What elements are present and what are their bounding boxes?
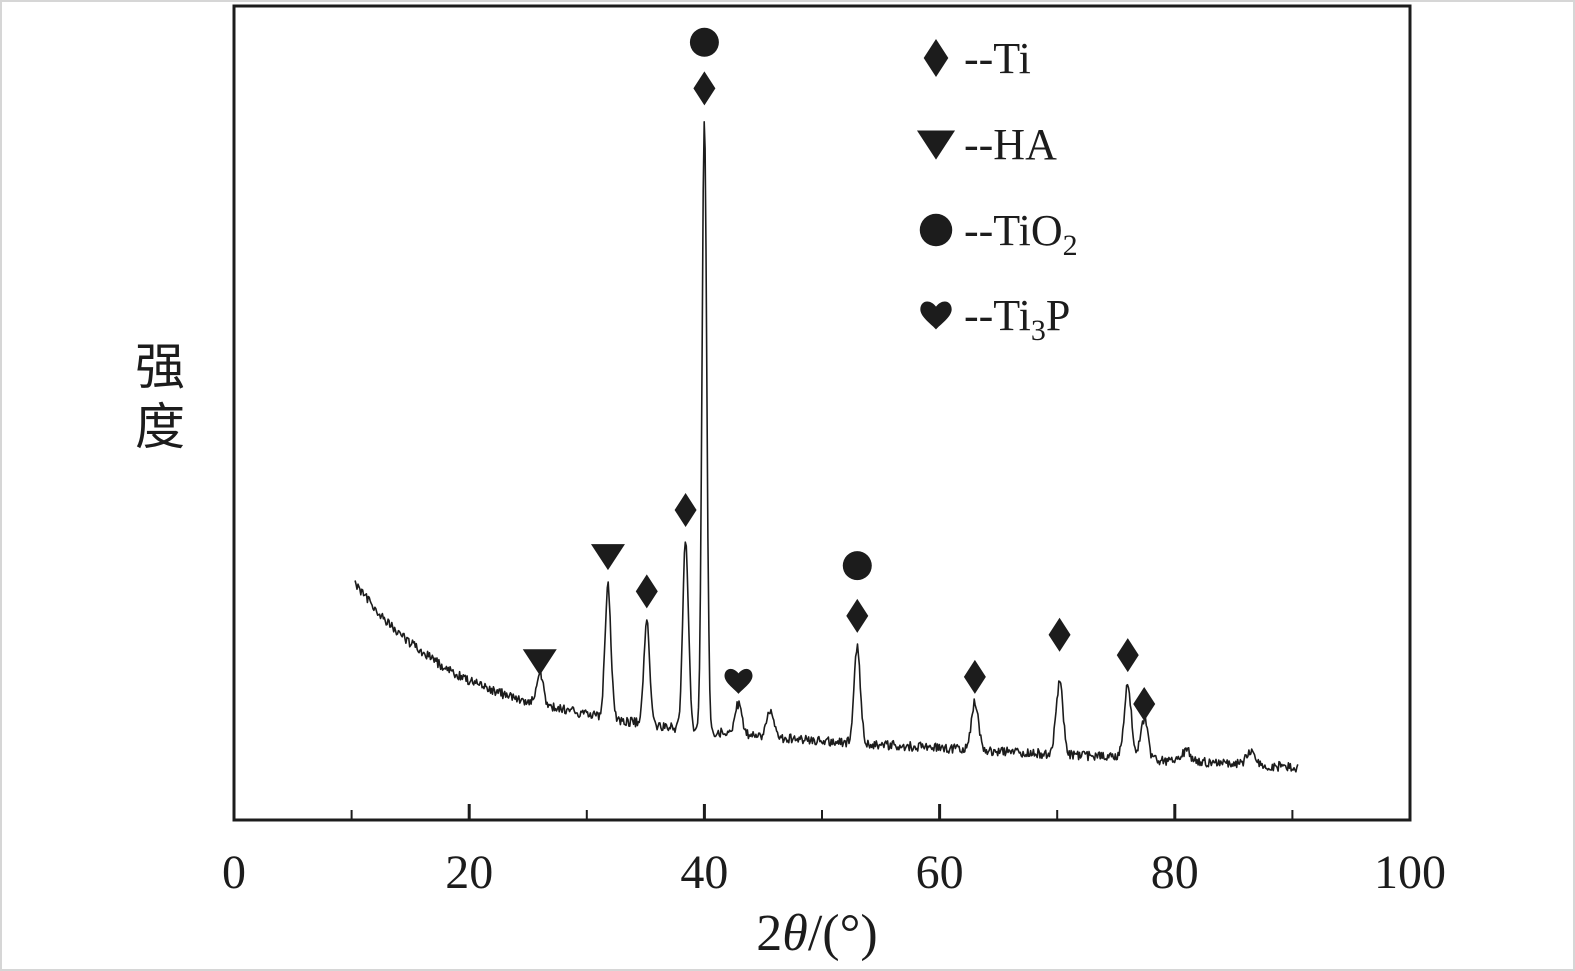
diamond-peak-marker-icon	[963, 659, 986, 694]
diamond-peak-marker-icon	[846, 598, 869, 633]
triangle-down-peak-marker-icon	[522, 649, 557, 676]
x-axis-label-theta: θ	[782, 905, 808, 962]
legend: --Ti --HA --TiO2 --Ti3P	[916, 34, 1078, 347]
legend-label: --HA	[964, 120, 1057, 169]
legend-label: --TiO2	[964, 206, 1078, 262]
legend-label: --Ti	[964, 34, 1031, 83]
x-tick-label: 60	[916, 846, 964, 899]
heart-legend-icon	[920, 301, 952, 330]
x-tick-label: 0	[222, 846, 246, 899]
x-tick-label: 100	[1374, 846, 1446, 899]
x-axis-label: 2θ/(°)	[642, 904, 992, 963]
x-tick-label: 40	[680, 846, 728, 899]
heart-peak-marker-icon	[724, 668, 753, 694]
diamond-peak-marker-icon	[674, 493, 697, 528]
xrd-trace	[354, 121, 1299, 773]
diamond-peak-marker-icon	[1133, 686, 1156, 721]
x-axis-label-part: 2	[756, 905, 783, 962]
y-axis-label: 强度	[128, 340, 184, 460]
x-axis-ticks	[232, 804, 1412, 820]
circle-peak-marker-icon	[689, 27, 719, 57]
x-axis-label-part: /(°)	[807, 905, 878, 962]
x-tick-label: 20	[445, 846, 493, 899]
legend-label: --Ti3P	[964, 291, 1070, 347]
diamond-peak-marker-icon	[635, 574, 658, 609]
diamond-legend-icon	[923, 38, 949, 78]
x-tick-label: 80	[1151, 846, 1199, 899]
x-axis-tick-labels: 0 20 40 60 80 100	[222, 846, 1446, 899]
triangle-down-peak-marker-icon	[590, 544, 625, 571]
plot-frame	[232, 4, 1412, 822]
triangle-down-legend-icon	[916, 130, 956, 160]
circle-peak-marker-icon	[842, 551, 872, 581]
circle-legend-icon	[919, 213, 953, 247]
diamond-peak-marker-icon	[1116, 638, 1139, 673]
peak-markers	[522, 27, 1156, 721]
diamond-peak-marker-icon	[1048, 617, 1071, 652]
diamond-peak-marker-icon	[693, 71, 716, 106]
